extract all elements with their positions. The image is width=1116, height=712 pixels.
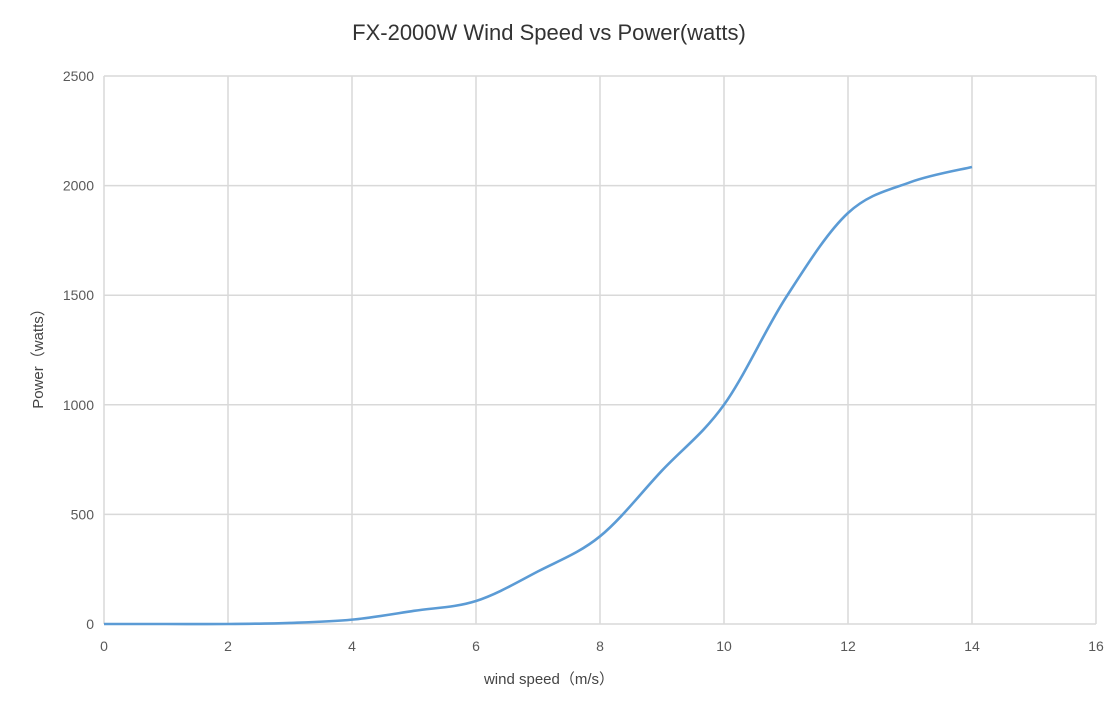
x-tick-label: 10 [716, 638, 732, 654]
y-tick-label: 500 [71, 506, 95, 522]
y-tick-label: 2000 [63, 178, 94, 194]
x-tick-label: 14 [964, 638, 980, 654]
y-tick-label: 0 [86, 616, 94, 632]
y-axis-label: Power（watts） [30, 301, 47, 409]
chart-title: FX-2000W Wind Speed vs Power(watts) [352, 20, 746, 45]
y-tick-label: 1000 [63, 397, 94, 413]
series-line-power [103, 165, 973, 626]
x-tick-label: 16 [1088, 638, 1104, 654]
x-axis-label: wind speed（m/s） [483, 671, 614, 688]
x-tick-label: 6 [472, 638, 480, 654]
y-tick-label: 1500 [63, 287, 94, 303]
x-tick-label: 2 [224, 638, 232, 654]
x-tick-label: 4 [348, 638, 356, 654]
x-tick-label: 0 [100, 638, 108, 654]
x-tick-label: 12 [840, 638, 856, 654]
y-tick-label: 2500 [63, 68, 94, 84]
x-tick-label: 8 [596, 638, 604, 654]
